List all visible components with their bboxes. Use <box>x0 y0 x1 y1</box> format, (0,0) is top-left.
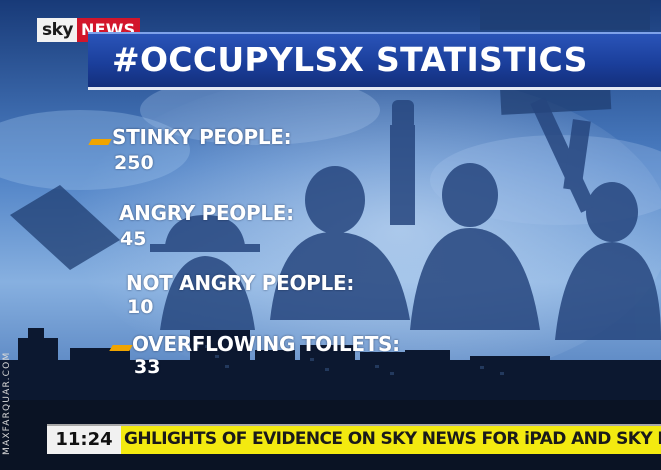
stat-value-not-angry-people: 10 <box>127 296 154 318</box>
crowd-silhouettes <box>150 97 661 340</box>
stat-marker <box>109 345 133 351</box>
page-title: #OCCUPYLSX STATISTICS <box>112 40 588 79</box>
title-banner <box>88 32 661 90</box>
building-windows <box>195 345 504 375</box>
watermark: MAXFARQUAR.COM <box>2 351 12 455</box>
stat-label-stinky-people: STINKY PEOPLE: <box>112 125 292 149</box>
stat-value-angry-people: 45 <box>120 228 147 250</box>
ticker-headline: GHLIGHTS OF EVIDENCE ON SKY NEWS FOR iPA… <box>124 429 661 449</box>
stat-label-angry-people: ANGRY PEOPLE: <box>119 201 294 225</box>
cloud <box>0 110 190 190</box>
stat-marker <box>88 139 112 145</box>
logo-sky-text: sky <box>37 18 78 42</box>
cloud <box>140 75 380 145</box>
news-ticker-bar <box>47 424 661 454</box>
stat-label-not-angry-people: NOT ANGRY PEOPLE: <box>126 271 355 295</box>
stat-label-overflowing-toilets: OVERFLOWING TOILETS: <box>132 332 400 356</box>
stat-value-stinky-people: 250 <box>114 152 154 174</box>
stat-value-overflowing-toilets: 33 <box>134 356 161 378</box>
ticker-clock: 11:24 <box>47 424 121 454</box>
